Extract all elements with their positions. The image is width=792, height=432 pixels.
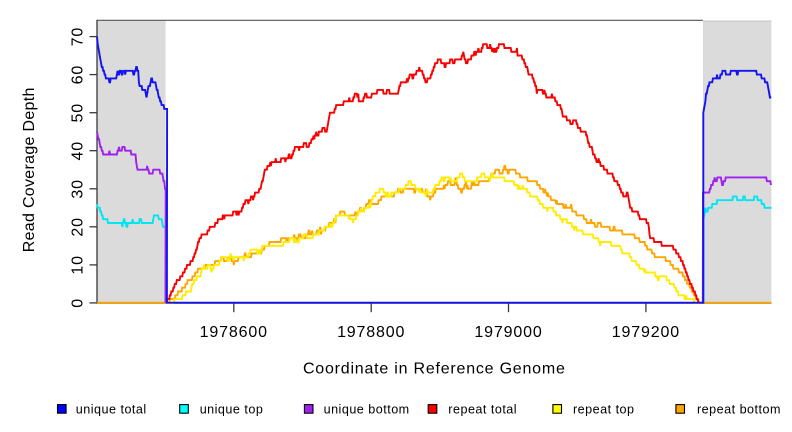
svg-text:60: 60: [70, 65, 87, 85]
svg-text:repeat total: repeat total: [448, 403, 517, 417]
svg-text:Coordinate in Reference Genome: Coordinate in Reference Genome: [303, 361, 566, 378]
svg-text:1979000: 1979000: [474, 324, 542, 341]
svg-text:unique total: unique total: [76, 403, 147, 417]
svg-text:1978800: 1978800: [337, 324, 405, 341]
svg-text:unique top: unique top: [200, 403, 264, 417]
svg-text:50: 50: [70, 103, 87, 123]
svg-text:30: 30: [70, 179, 87, 199]
svg-text:10: 10: [70, 255, 87, 275]
svg-text:0: 0: [70, 298, 87, 308]
svg-text:1979200: 1979200: [612, 324, 680, 341]
svg-text:70: 70: [70, 27, 87, 47]
svg-text:1978600: 1978600: [200, 324, 268, 341]
svg-text:20: 20: [70, 217, 87, 237]
svg-text:repeat top: repeat top: [573, 403, 635, 417]
svg-text:40: 40: [70, 141, 87, 161]
svg-text:unique bottom: unique bottom: [324, 403, 410, 417]
svg-text:repeat bottom: repeat bottom: [697, 403, 781, 417]
svg-text:Read Coverage Depth: Read Coverage Depth: [21, 87, 38, 252]
